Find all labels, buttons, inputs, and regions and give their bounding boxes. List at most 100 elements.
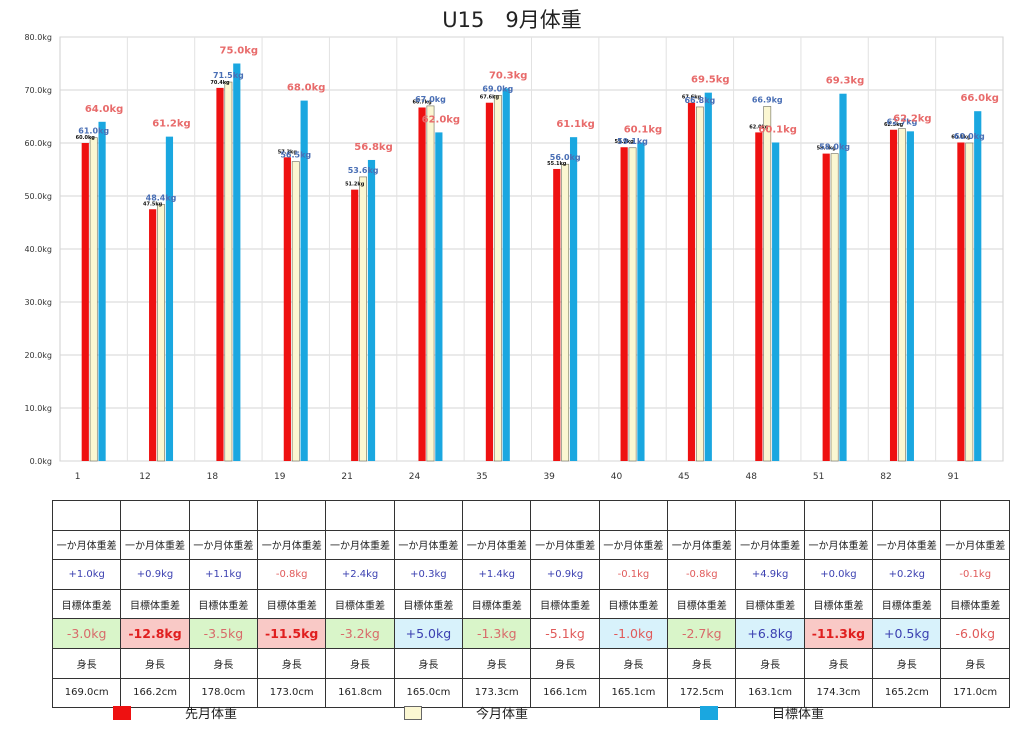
table-cell: +6.8kg: [735, 618, 805, 649]
bar-last-month: [149, 209, 157, 461]
bar-this-month: [157, 204, 165, 462]
table-cell: 目標体重差: [598, 588, 669, 620]
table-cell: +0.2kg: [872, 559, 942, 590]
table-cell: 目標体重差: [872, 588, 942, 620]
x-tick-label: 39: [543, 472, 555, 482]
table-cell: -2.7kg: [667, 618, 737, 649]
stats-table: 一か月体重差 一か月体重差 一か月体重差 一か月体重差 一か月体重差 一か月体重差 一か月体…: [51, 500, 1010, 709]
data-label: 70.4kg: [210, 80, 230, 86]
table-cell: +1.4kg: [462, 559, 532, 590]
bar-this-month: [561, 163, 570, 462]
table-cell: -11.5kg: [257, 618, 327, 649]
x-tick-label: 91: [948, 472, 959, 482]
table-row-target-label: 目標体重差 目標体重差 目標体重差 目標体重差 目標体重差 目標体重差 目標体重差 目標体重差…: [51, 588, 1010, 620]
table-cell: [188, 500, 259, 531]
data-label: 67.6kg: [682, 95, 702, 101]
bar-last-month: [351, 189, 359, 461]
table-cell: +1.1kg: [188, 559, 259, 590]
bar-this-month: [898, 128, 906, 462]
table-cell: 目標体重差: [667, 588, 737, 620]
table-cell: -11.3kg: [803, 618, 874, 649]
table-cell: 身長: [120, 647, 190, 679]
table-cell: [325, 500, 395, 531]
data-label: 48.4kg: [146, 193, 177, 202]
bar-target: [637, 142, 645, 461]
data-label: 69.3kg: [826, 76, 864, 87]
bar-last-month: [687, 102, 696, 461]
bar-last-month: [889, 129, 898, 461]
table-cell: 目標体重差: [325, 588, 395, 620]
table-cell: 一か月体重差: [188, 529, 259, 561]
legend: 先月体重 今月体重 目標体重: [0, 703, 1024, 727]
bar-target: [839, 93, 847, 462]
legend-label: 目標体重: [772, 707, 825, 722]
table-cell: 一か月体重差: [325, 529, 395, 561]
table-cell: 身長: [735, 647, 805, 679]
data-label: 60.1kg: [951, 134, 971, 140]
table-cell: 目標体重差: [940, 588, 1010, 620]
table-cell: 身長: [257, 647, 327, 679]
table-cell: 173.0cm: [257, 677, 327, 709]
data-label: 62.2kg: [893, 113, 931, 124]
table-cell: 一か月体重差: [735, 529, 805, 561]
x-tick-label: 19: [274, 472, 286, 482]
data-label: 67.0kg: [415, 95, 446, 104]
table-cell: 一か月体重差: [940, 529, 1010, 561]
bar-target: [704, 92, 712, 462]
table-cell: [462, 500, 532, 531]
table-cell: [51, 500, 122, 531]
table-row-monthly-label: 一か月体重差 一か月体重差 一か月体重差 一か月体重差 一か月体重差 一か月体重差 一か月体…: [51, 529, 1010, 561]
data-label: 60.0kg: [954, 132, 985, 141]
table-cell: +5.0kg: [393, 618, 464, 649]
table-cell: 173.3cm: [462, 677, 532, 709]
table-cell: 身長: [462, 647, 532, 679]
bar-this-month: [493, 95, 502, 462]
bar-target: [367, 159, 376, 461]
x-tick-label: 12: [139, 472, 150, 482]
bar-this-month: [426, 105, 435, 462]
bar-chart: 60.0kg61.0kg64.0kg47.5kg48.4kg61.2kg70.4…: [24, 33, 1004, 482]
bar-target: [974, 111, 982, 461]
bar-this-month: [965, 142, 974, 462]
y-tick-label: 70.0kg: [24, 86, 52, 95]
x-tick-label: 21: [341, 472, 352, 482]
bar-this-month: [359, 176, 368, 462]
bar-target: [435, 132, 443, 461]
table-cell: 一か月体重差: [803, 529, 874, 561]
table-cell: 171.0cm: [940, 677, 1010, 709]
data-label: 58.0kg: [817, 146, 837, 152]
table-cell: [257, 500, 327, 531]
table-cell: 一か月体重差: [51, 529, 122, 561]
table-cell: 身長: [188, 647, 259, 679]
data-label: 51.2kg: [345, 182, 365, 188]
bar-this-month: [291, 161, 300, 462]
table-cell: +0.9kg: [530, 559, 600, 590]
table-cell: 165.1cm: [598, 677, 669, 709]
table-cell: 目標体重差: [803, 588, 874, 620]
data-label: 47.5kg: [143, 201, 163, 207]
bar-last-month: [553, 168, 561, 461]
y-tick-label: 40.0kg: [24, 245, 52, 254]
table-cell: 178.0cm: [188, 677, 259, 709]
bar-last-month: [957, 142, 965, 461]
table-row-height-values: 169.0cm 166.2cm 178.0cm 173.0cm 161.8cm 165.0…: [51, 677, 1010, 709]
bar-target: [233, 63, 241, 461]
table-cell: [598, 500, 669, 531]
bar-last-month: [81, 143, 89, 461]
bar-target: [300, 100, 308, 461]
bar-target: [165, 136, 174, 461]
table-cell: +0.5kg: [872, 618, 942, 649]
bar-target: [98, 121, 106, 462]
table-cell: -3.5kg: [188, 618, 259, 649]
bar-target: [569, 137, 578, 462]
table-cell: +0.9kg: [120, 559, 190, 590]
table-cell: +1.0kg: [51, 559, 122, 590]
table-cell: 身長: [325, 647, 395, 679]
data-label: 53.6kg: [348, 166, 379, 175]
data-label: 56.0kg: [550, 153, 581, 162]
data-label: 62.7kg: [887, 118, 918, 127]
bar-this-month: [628, 147, 637, 462]
table-cell: 身長: [51, 647, 122, 679]
table-cell: [667, 500, 737, 531]
table-cell: [940, 500, 1010, 531]
